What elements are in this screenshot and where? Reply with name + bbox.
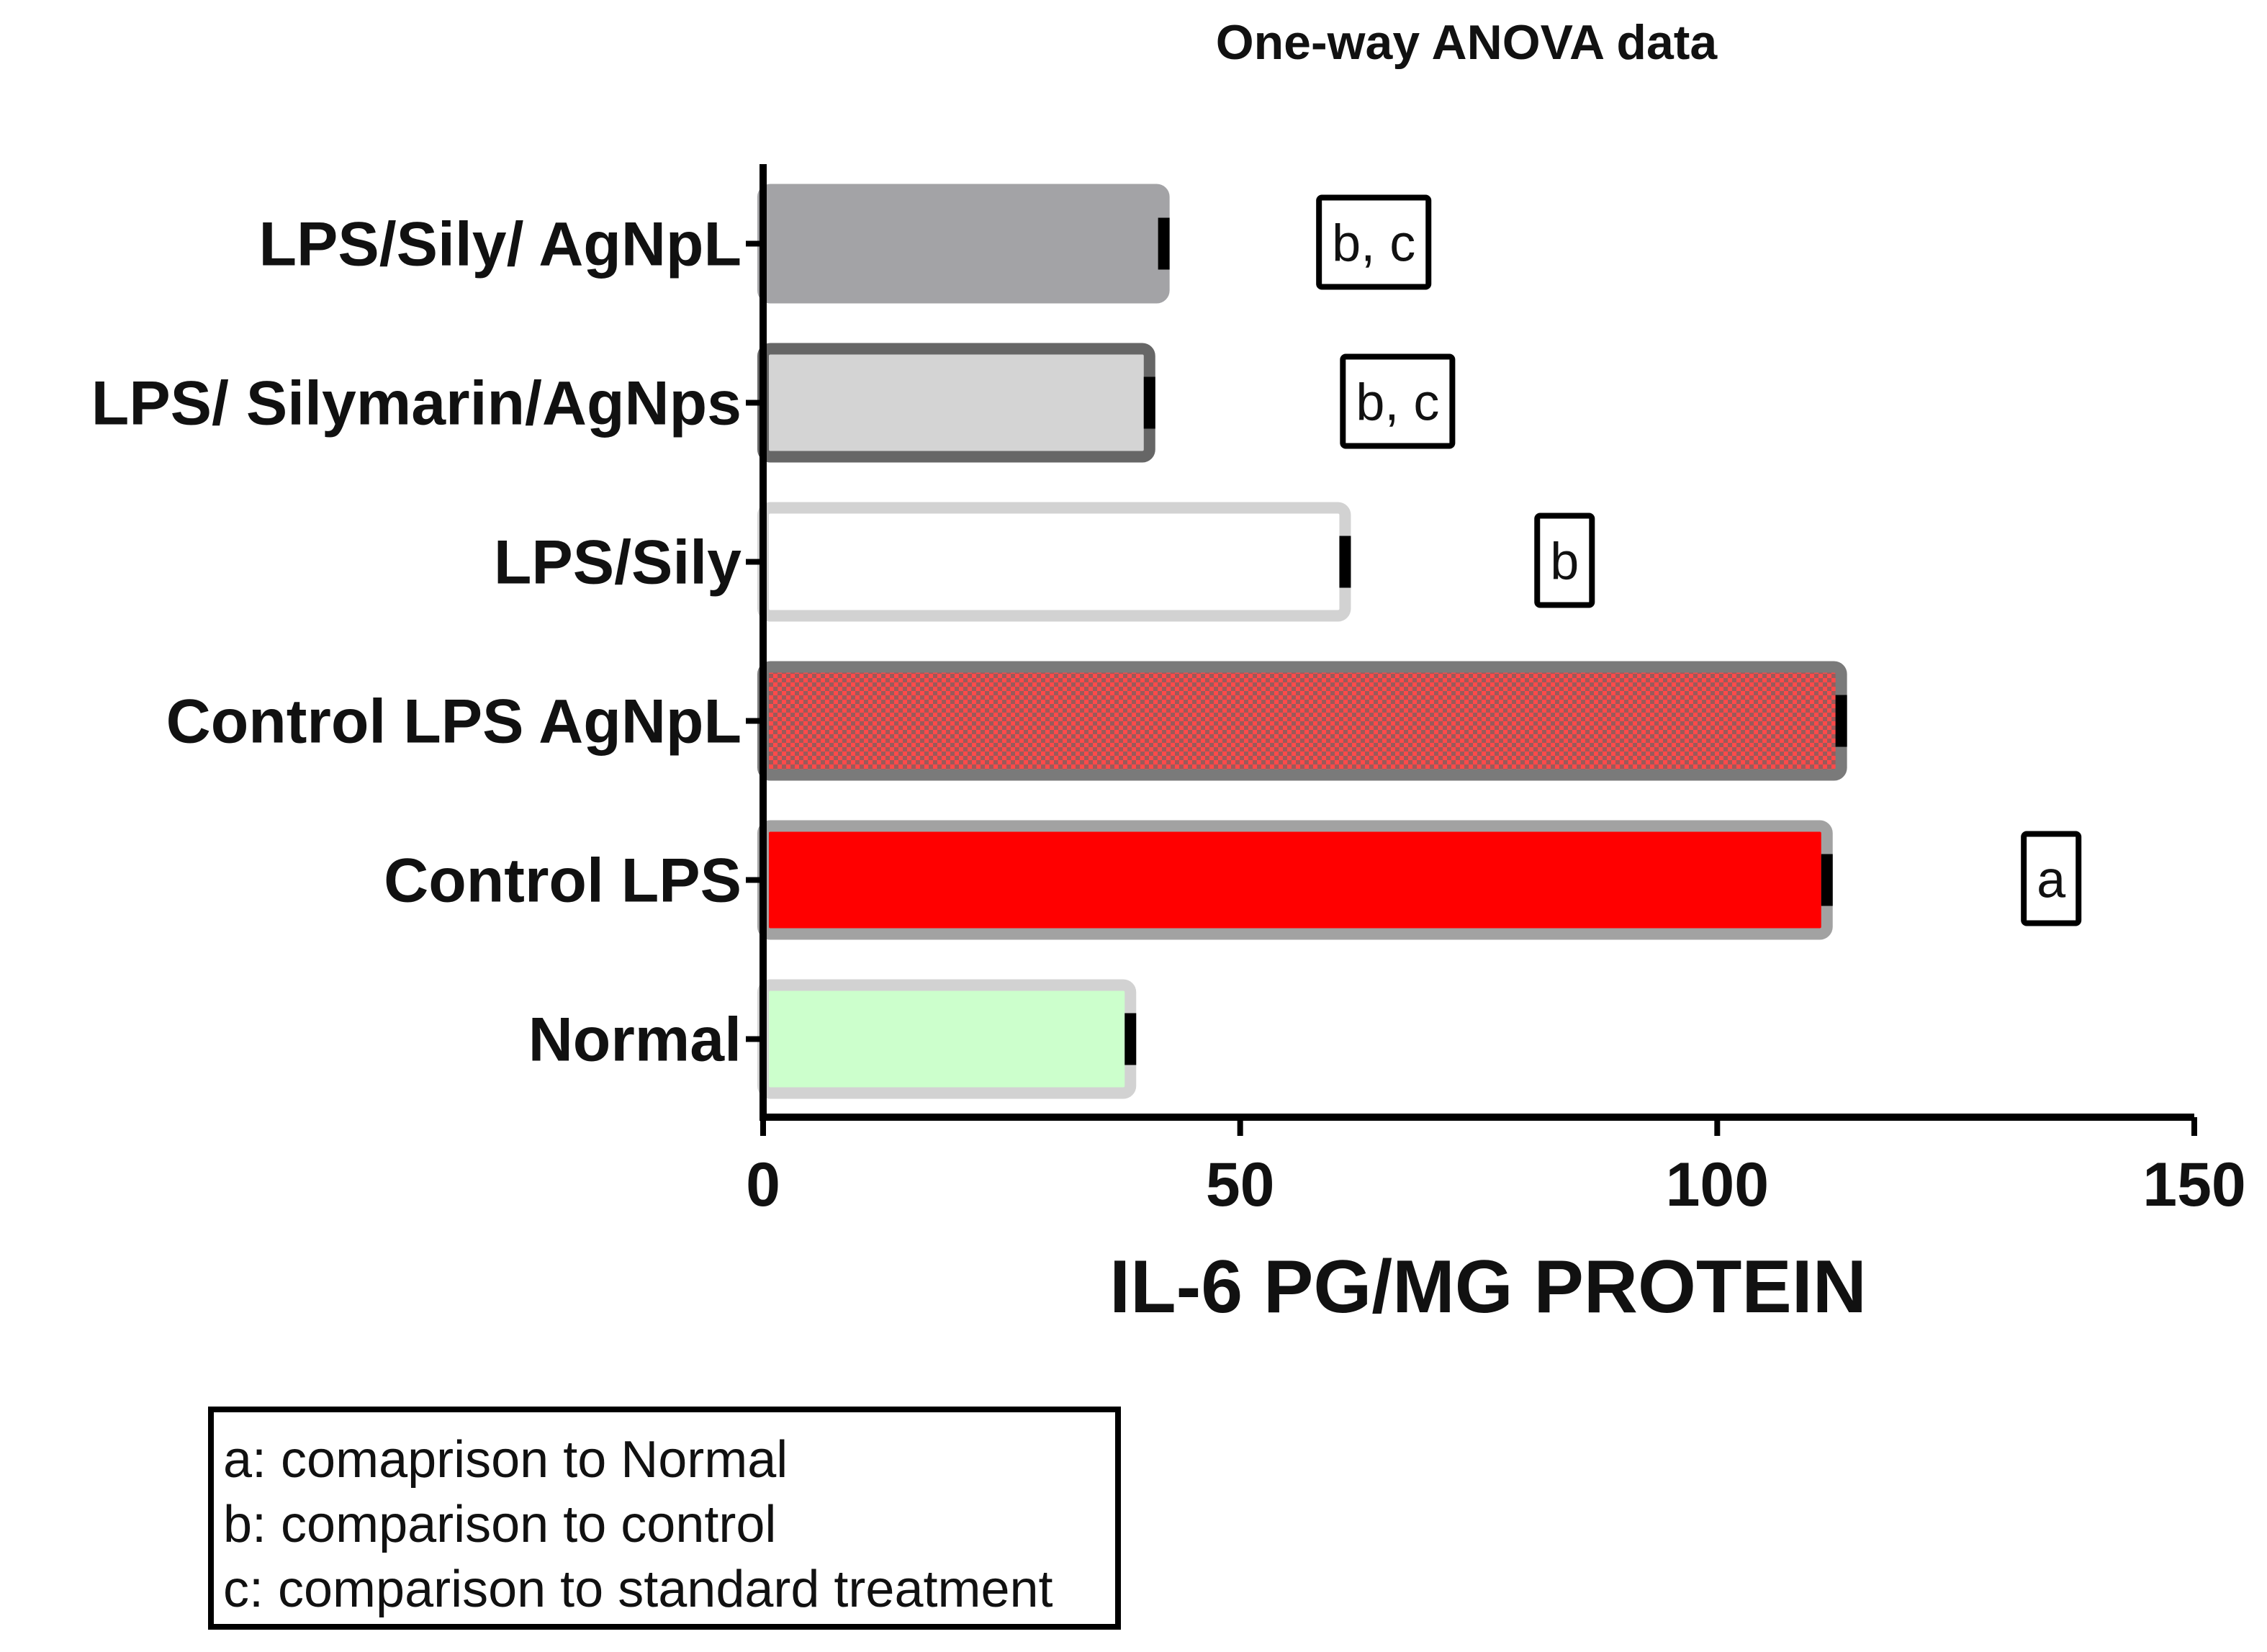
error-bar-4 (1821, 854, 1833, 906)
bar-0 (757, 184, 1170, 304)
axes (760, 164, 2194, 1121)
error-bar-0 (1158, 217, 1170, 270)
legend: a: comaprison to Normal b: comparison to … (208, 1407, 1121, 1630)
category-label: Control LPS (384, 847, 742, 916)
bar-5 (757, 979, 1137, 1099)
error-bar-5 (1125, 1013, 1137, 1065)
significance-label: b (1550, 533, 1579, 591)
annotations: b, c b, c b a (1316, 194, 2082, 926)
x-tick-label: 150 (2142, 1150, 2246, 1219)
category-labels: LPS/Sily/ AgNpL LPS/ Silymarin/AgNps LPS/S… (91, 210, 763, 1075)
category-label: LPS/Sily/ AgNpL (258, 210, 742, 279)
significance-label: b, c (1356, 374, 1439, 432)
significance-box (1534, 513, 1595, 608)
significance-box (1340, 353, 1456, 449)
significance-label: b, c (1332, 215, 1415, 273)
legend-lines: a: comaprison to Normal b: comparison to … (223, 1431, 1053, 1618)
significance-box (2021, 831, 2082, 926)
legend-line: c: comparison to standard treatment (223, 1561, 1053, 1618)
x-tick-label: 0 (746, 1150, 780, 1219)
bar-4 (757, 820, 1833, 940)
legend-box (208, 1407, 1121, 1630)
chart-title: One-way ANOVA data (1216, 15, 1718, 70)
significance-box (1316, 194, 1432, 290)
bar-1 (757, 343, 1155, 463)
x-axis-label: IL-6 PG/MG PROTEIN (1109, 1245, 1867, 1329)
significance-label: a (2037, 852, 2066, 909)
category-label: Control LPS AgNpL (166, 687, 742, 757)
error-bar-1 (1143, 376, 1155, 429)
category-label: LPS/ Silymarin/AgNps (91, 369, 742, 438)
error-bar-2 (1339, 536, 1351, 588)
bars (757, 184, 1847, 1099)
x-tick-label: 100 (1666, 1150, 1770, 1219)
error-bar-3 (1835, 695, 1847, 747)
legend-line: a: comaprison to Normal (223, 1431, 788, 1489)
legend-line: b: comparison to control (223, 1496, 776, 1553)
bar-3 (757, 661, 1847, 781)
category-label: LPS/Sily (494, 528, 742, 597)
category-label: Normal (528, 1006, 742, 1075)
x-ticks: 0 50 100 150 (746, 1117, 2246, 1219)
x-tick-label: 50 (1206, 1150, 1275, 1219)
bar-2 (757, 502, 1351, 622)
